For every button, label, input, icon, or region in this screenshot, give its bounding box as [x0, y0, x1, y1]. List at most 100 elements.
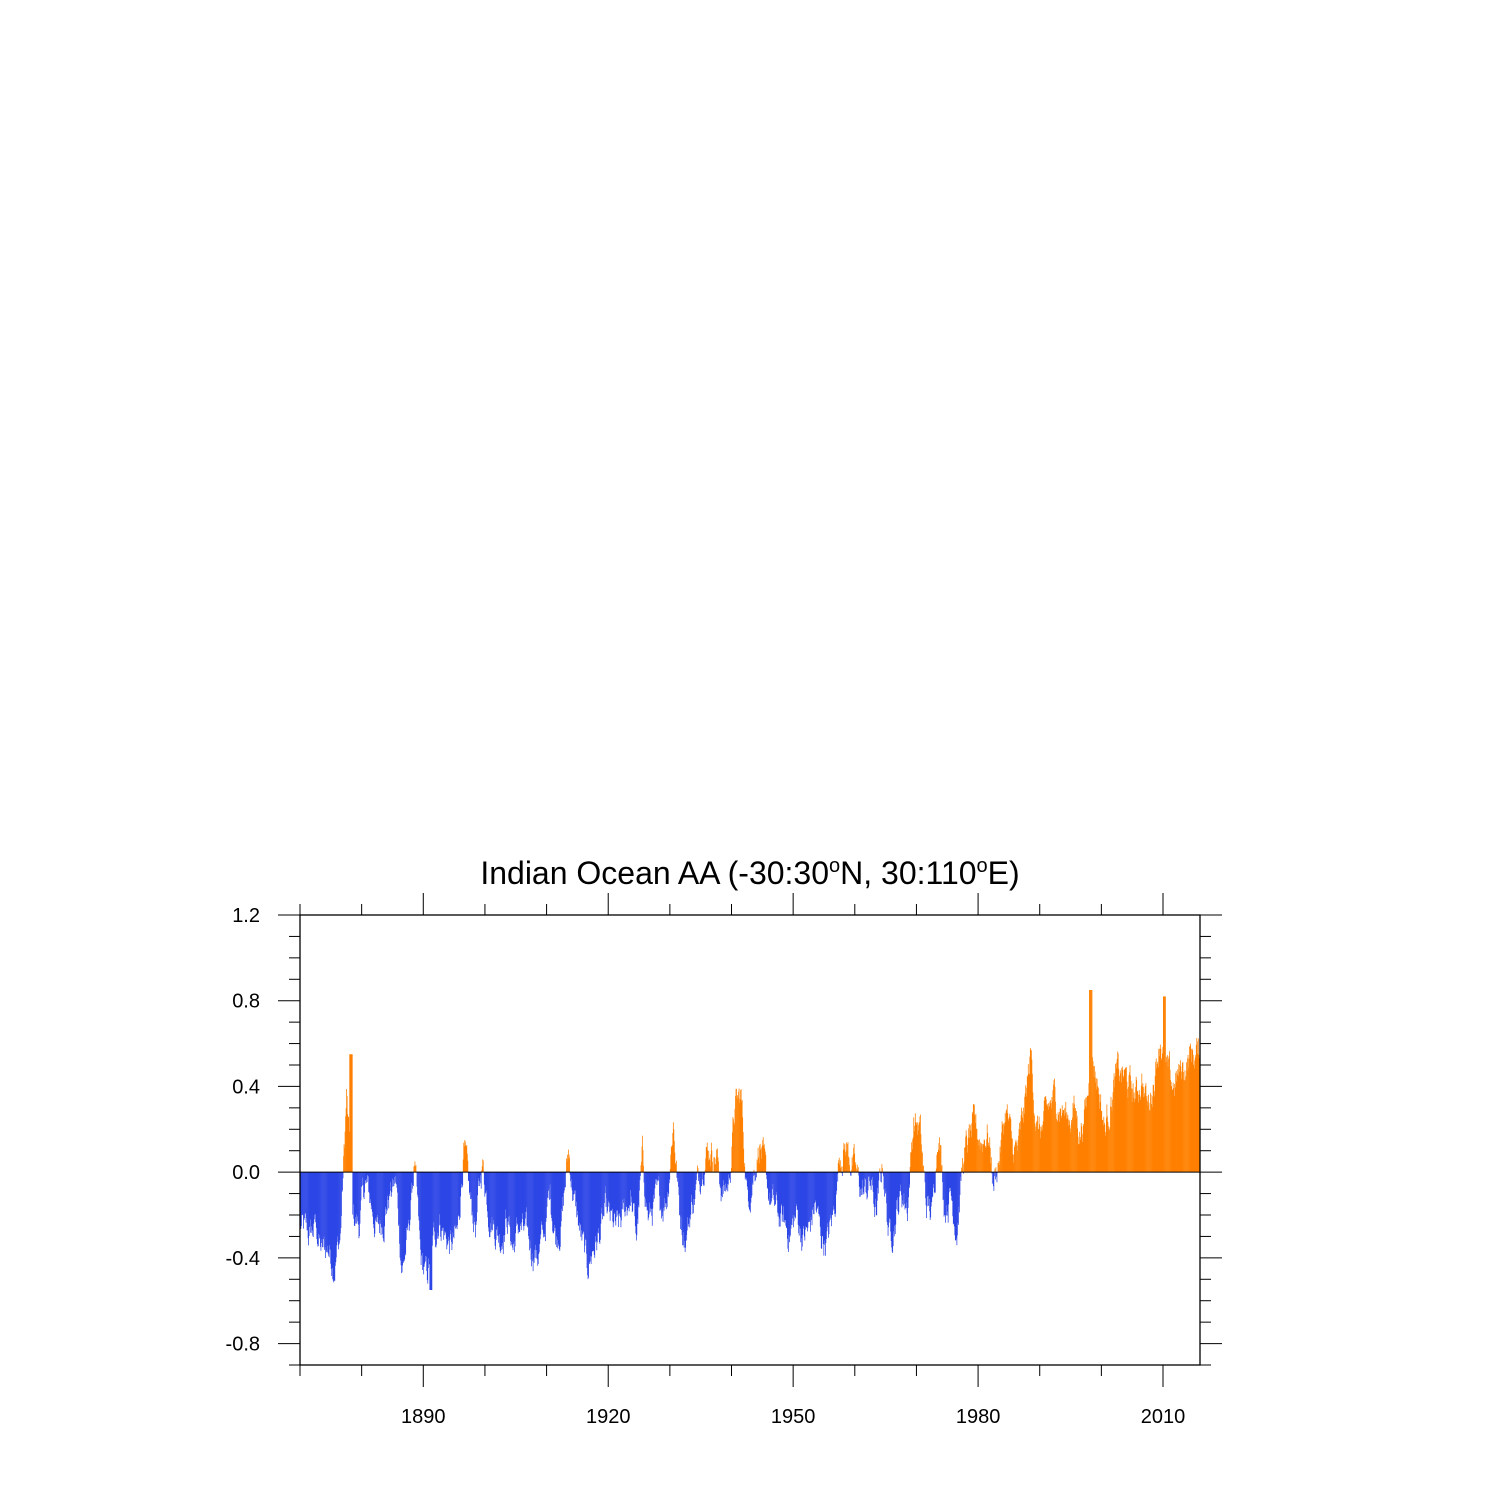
- bar-month: [1038, 1128, 1039, 1173]
- bar-month: [796, 1172, 798, 1211]
- bar-month: [1029, 1047, 1031, 1173]
- bar-month: [605, 1172, 606, 1187]
- bar-month: [368, 1172, 370, 1193]
- bar-month: [593, 1172, 595, 1252]
- bar-month: [1129, 1065, 1131, 1173]
- bar-month: [1180, 1066, 1182, 1173]
- bar-month: [497, 1172, 499, 1236]
- bar-month: [303, 1172, 305, 1221]
- bar-month: [567, 1154, 568, 1173]
- bar-month: [922, 1166, 924, 1173]
- bar-month: [1163, 996, 1165, 1173]
- bar-month: [1044, 1096, 1046, 1173]
- bar-month: [1166, 1056, 1167, 1173]
- bar-month: [978, 1140, 979, 1173]
- bar-month: [844, 1149, 845, 1173]
- bar-month: [1062, 1113, 1064, 1173]
- bar-month: [589, 1172, 591, 1256]
- bar-month: [1091, 990, 1093, 1173]
- bar-month: [848, 1157, 850, 1173]
- bar-month: [626, 1172, 628, 1216]
- bar-month: [792, 1172, 794, 1215]
- bar-month: [608, 1172, 610, 1203]
- bar-month: [569, 1157, 570, 1173]
- bar-month: [773, 1172, 774, 1195]
- bar-month: [624, 1172, 626, 1217]
- bar-month: [706, 1142, 708, 1173]
- bar-month: [488, 1172, 490, 1232]
- bar-month: [676, 1160, 677, 1173]
- bar-month: [853, 1147, 855, 1173]
- bar-month: [721, 1172, 723, 1187]
- bar-month: [978, 1145, 980, 1173]
- bar-month: [530, 1172, 531, 1249]
- x-tick-label: 1890: [401, 1406, 446, 1428]
- bar-month: [814, 1172, 815, 1204]
- bar-month: [764, 1148, 766, 1173]
- bar-month: [504, 1172, 506, 1236]
- bar-month: [342, 1172, 344, 1179]
- bar-month: [617, 1172, 619, 1227]
- bar-month: [947, 1172, 949, 1216]
- bar-month: [307, 1172, 308, 1230]
- bar-month: [809, 1172, 811, 1222]
- bar-month: [810, 1172, 812, 1217]
- bar-month: [686, 1172, 688, 1241]
- bar-month: [979, 1139, 980, 1173]
- bar-month: [408, 1172, 410, 1231]
- x-tick-label: 1950: [771, 1406, 816, 1428]
- bar-month: [373, 1172, 375, 1229]
- bar-month: [904, 1172, 906, 1210]
- bar-month: [794, 1172, 796, 1217]
- bar-month: [736, 1088, 737, 1173]
- bar-month: [383, 1172, 385, 1243]
- bar-month: [565, 1172, 566, 1188]
- bar-month: [491, 1172, 492, 1230]
- bar-month: [798, 1172, 800, 1236]
- bar-month: [868, 1172, 870, 1177]
- bar-month: [1114, 1076, 1116, 1173]
- bar-month: [1015, 1139, 1017, 1173]
- bar-month: [1124, 1068, 1126, 1173]
- bar-month: [338, 1172, 340, 1245]
- bar-month: [306, 1172, 308, 1231]
- bar-month: [612, 1172, 614, 1222]
- bar-month: [425, 1172, 427, 1257]
- bar-month: [397, 1172, 398, 1193]
- bar-month: [592, 1172, 594, 1252]
- bar-month: [351, 1054, 353, 1173]
- bar-month: [776, 1172, 778, 1201]
- bar-month: [408, 1172, 410, 1224]
- bar-month: [1036, 1122, 1037, 1173]
- bar-month: [1146, 1095, 1148, 1173]
- bar-month: [1155, 1058, 1157, 1173]
- bar-month: [1095, 1077, 1097, 1173]
- bar-month: [312, 1172, 314, 1236]
- bar-month: [788, 1172, 789, 1252]
- bar-month: [331, 1172, 333, 1276]
- bar-month: [1198, 1054, 1200, 1173]
- bar-month: [994, 1168, 996, 1173]
- bar-month: [444, 1172, 446, 1236]
- bar-month: [622, 1172, 624, 1210]
- bar-month: [873, 1172, 875, 1204]
- bar-month: [477, 1172, 478, 1196]
- bar-month: [699, 1172, 701, 1192]
- bar-month: [734, 1108, 736, 1173]
- bar-month: [614, 1172, 616, 1221]
- bar-month: [916, 1134, 918, 1173]
- bar-month: [1149, 1109, 1150, 1173]
- bar-month: [1015, 1141, 1016, 1173]
- bar-month: [991, 1172, 993, 1184]
- bar-month: [427, 1172, 429, 1269]
- bar-month: [726, 1172, 728, 1190]
- bar-month: [1123, 1077, 1125, 1173]
- bar-month: [399, 1172, 400, 1244]
- bar-month: [795, 1172, 797, 1207]
- bar-month: [556, 1172, 558, 1240]
- bar-month: [615, 1172, 617, 1226]
- bar-month: [1067, 1114, 1069, 1173]
- bar-month: [390, 1172, 392, 1191]
- bar-month: [695, 1172, 697, 1185]
- bar-month: [512, 1172, 514, 1251]
